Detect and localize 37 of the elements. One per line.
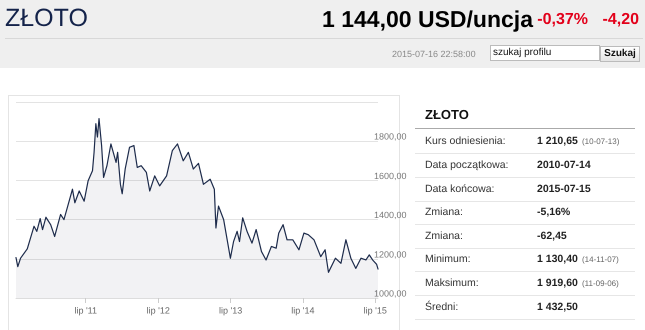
text: 1 210,65 xyxy=(537,135,578,147)
chart-title: ZŁOTO xyxy=(5,4,88,33)
text: 1 144,00 USD/uncja xyxy=(322,6,533,33)
text: 1 432,50 xyxy=(537,301,578,313)
y-tick-label: 1800,00 xyxy=(374,132,407,142)
text: 1 919,60 xyxy=(537,277,578,289)
y-tick-label: 1200,00 xyxy=(374,249,407,260)
x-tick-label: lip '12 xyxy=(146,306,170,316)
text: (11-09-06) xyxy=(582,279,619,288)
y-tick-label: 1600,00 xyxy=(374,170,407,181)
text: 2015-07-16 22:58:00 xyxy=(392,49,476,59)
text: 2010-07-14 xyxy=(537,159,591,171)
text: 1 130,40 xyxy=(537,253,578,265)
x-tick-label: lip '14 xyxy=(291,306,315,316)
text: -0,37% xyxy=(537,11,588,29)
text: Minimum: xyxy=(425,253,471,265)
y-tick-label: 1000,00 xyxy=(374,288,407,298)
search-field[interactable]: szukaj profilu xyxy=(490,45,600,61)
text: Średni: xyxy=(425,301,458,313)
text: Zmiana: xyxy=(425,206,463,218)
text: Data końcowa: xyxy=(425,183,494,195)
text: Data początkowa: xyxy=(425,159,508,171)
text: 2015-07-15 xyxy=(537,183,591,195)
x-tick-label: lip '11 xyxy=(74,306,98,316)
y-tick-label: 1400,00 xyxy=(374,210,407,220)
text: (10-07-13) xyxy=(582,137,620,146)
text: Zmiana: xyxy=(425,230,463,242)
text: -62,45 xyxy=(537,230,567,242)
x-tick-label: lip '15 xyxy=(364,306,387,316)
text: Maksimum: xyxy=(425,277,479,289)
text: (14-11-07) xyxy=(582,255,619,264)
text: -4,20 xyxy=(602,11,639,29)
x-tick-label: lip '13 xyxy=(218,306,242,316)
text: ZŁOTO xyxy=(425,107,469,122)
search-button[interactable]: Szukaj xyxy=(600,46,640,62)
text: -5,16% xyxy=(537,206,570,218)
text: Kurs odniesienia: xyxy=(425,135,506,147)
